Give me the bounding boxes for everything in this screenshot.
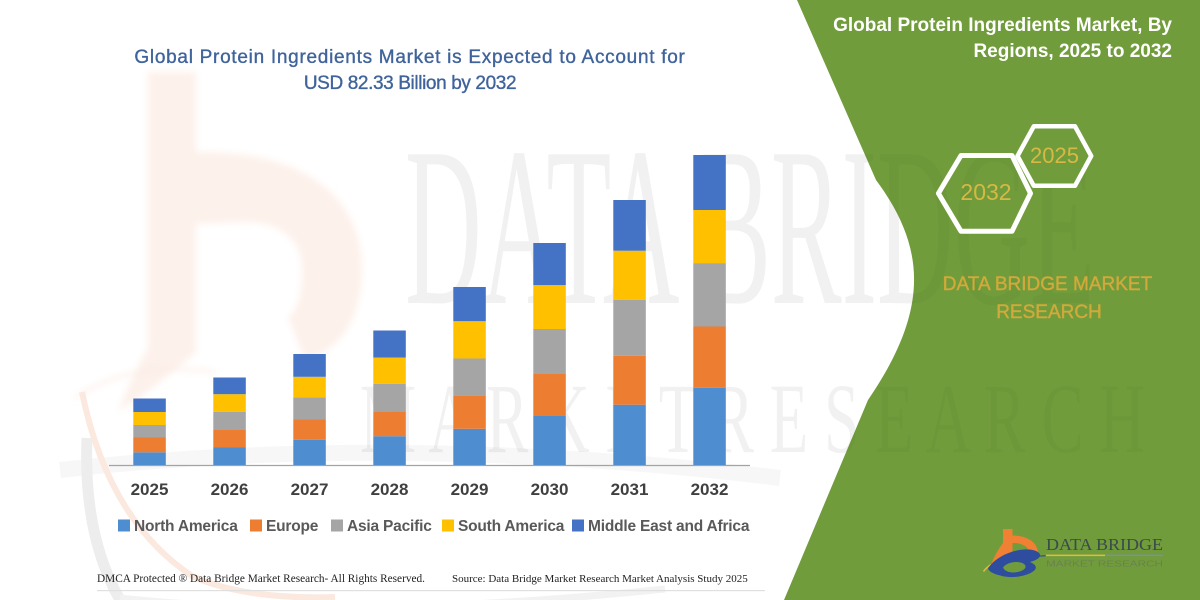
- svg-text:Europe: Europe: [266, 518, 319, 535]
- svg-text:USD 82.33 Billion by 2032: USD 82.33 Billion by 2032: [304, 73, 516, 94]
- svg-text:Middle East and Africa: Middle East and Africa: [588, 518, 750, 535]
- svg-text:2027: 2027: [291, 480, 329, 499]
- svg-text:2031: 2031: [611, 480, 649, 499]
- svg-text:DMCA Protected ® Data Bridge M: DMCA Protected ® Data Bridge Market Rese…: [97, 573, 425, 585]
- svg-text:MARKET RESEARCH: MARKET RESEARCH: [1046, 560, 1163, 569]
- svg-text:2025: 2025: [1030, 143, 1079, 168]
- svg-text:South America: South America: [458, 518, 565, 535]
- svg-text:2032: 2032: [960, 179, 1011, 205]
- svg-text:Regions, 2025 to 2032: Regions, 2025 to 2032: [973, 41, 1172, 62]
- svg-text:Global Protein Ingredients Mar: Global Protein Ingredients Market, By: [833, 15, 1172, 36]
- svg-text:Source: Data Bridge Market Res: Source: Data Bridge Market Research Mark…: [452, 573, 748, 585]
- svg-text:Asia Pacific: Asia Pacific: [347, 518, 432, 535]
- svg-text:2030: 2030: [531, 480, 569, 499]
- svg-text:DATA BRIDGE: DATA BRIDGE: [1046, 535, 1163, 554]
- svg-text:2026: 2026: [211, 480, 249, 499]
- svg-text:North America: North America: [134, 518, 238, 535]
- svg-text:2029: 2029: [451, 480, 489, 499]
- svg-text:2028: 2028: [371, 480, 409, 499]
- svg-text:2025: 2025: [131, 480, 169, 499]
- svg-text:DATA BRIDGE MARKET: DATA BRIDGE MARKET: [943, 274, 1153, 295]
- svg-text:RESEARCH: RESEARCH: [996, 302, 1102, 323]
- svg-text:Global Protein Ingredients Mar: Global Protein Ingredients Market is Exp…: [134, 47, 685, 68]
- svg-text:2032: 2032: [691, 480, 729, 499]
